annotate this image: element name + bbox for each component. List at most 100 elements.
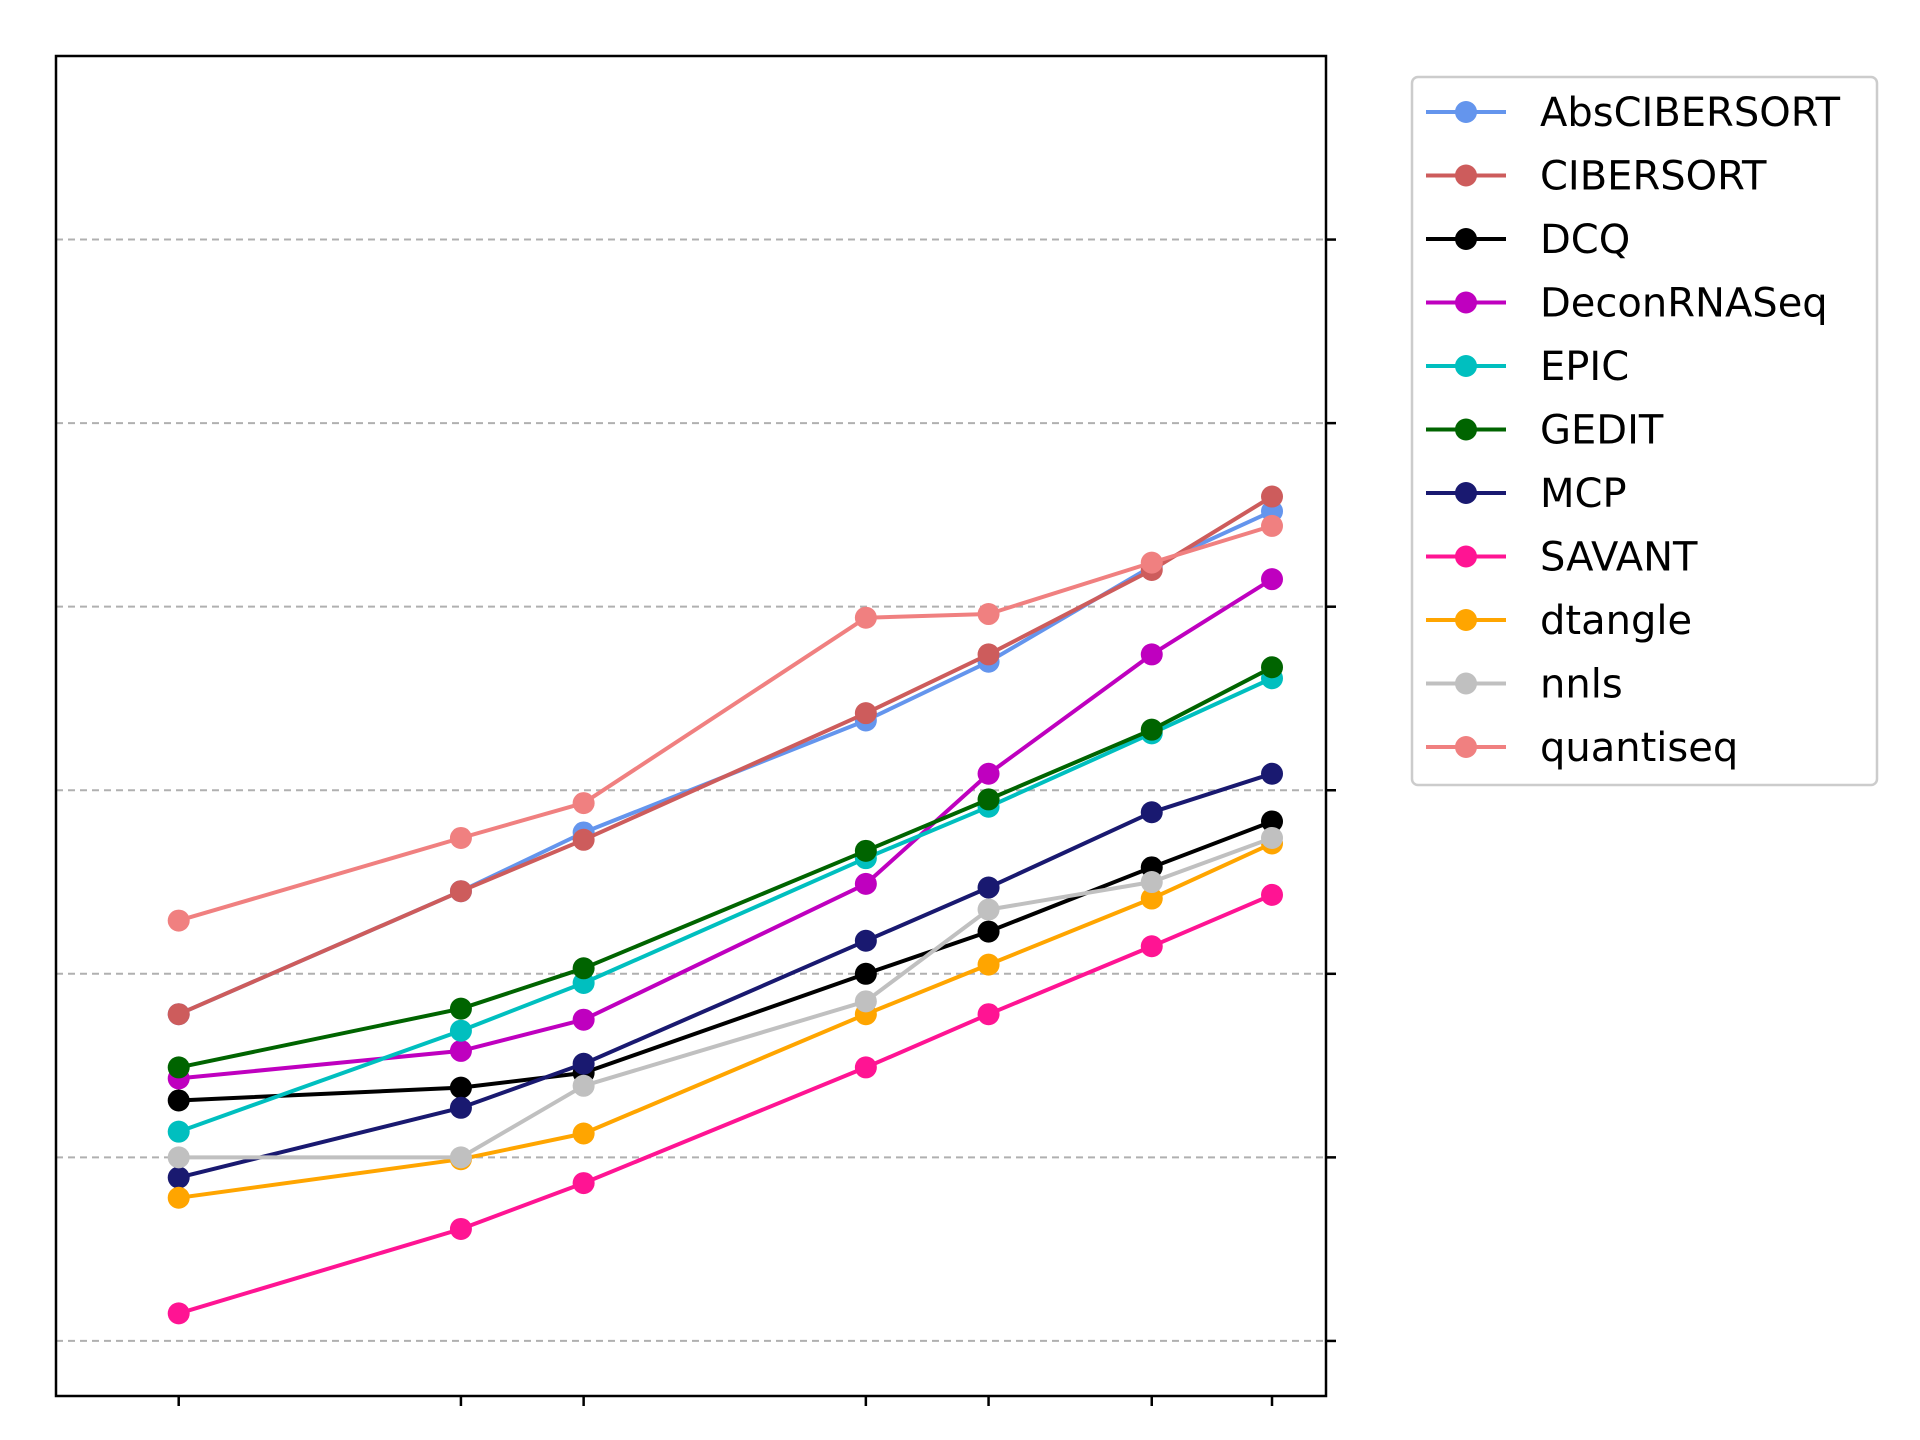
legend-label: AbsCIBERSORT bbox=[1540, 90, 1841, 136]
data-point bbox=[449, 1217, 472, 1240]
legend-label: quantiseq bbox=[1540, 725, 1738, 771]
data-point bbox=[1140, 643, 1163, 666]
data-point bbox=[449, 997, 472, 1020]
legend-swatch-marker bbox=[1455, 545, 1477, 568]
data-point bbox=[854, 990, 877, 1013]
data-point bbox=[167, 1166, 190, 1189]
legend-label: nnls bbox=[1540, 662, 1623, 708]
legend-swatch-marker bbox=[1455, 736, 1477, 758]
data-point bbox=[572, 957, 595, 980]
series-line bbox=[178, 523, 1273, 923]
data-point bbox=[1140, 551, 1163, 574]
gridlines bbox=[56, 238, 1326, 1342]
data-point bbox=[1261, 826, 1284, 849]
legend-item: GEDIT bbox=[1426, 408, 1664, 454]
data-point bbox=[1140, 871, 1163, 894]
plot-frame bbox=[54, 54, 1328, 1398]
legend: AbsCIBERSORT CIBERSORT DCQ DeconRNASeq EPIC G… bbox=[1410, 75, 1879, 787]
data-point bbox=[449, 1096, 472, 1119]
legend-label: dtangle bbox=[1540, 598, 1692, 644]
data-point bbox=[977, 762, 1000, 785]
data-point bbox=[572, 792, 595, 815]
legend-label: CIBERSORT bbox=[1540, 154, 1767, 200]
data-point bbox=[1140, 801, 1163, 824]
legend-label: DCQ bbox=[1540, 217, 1630, 263]
data-point bbox=[854, 1056, 877, 1079]
data-point bbox=[977, 643, 1000, 666]
legend-swatch-marker bbox=[1455, 672, 1477, 695]
data-point bbox=[449, 826, 472, 849]
data-point bbox=[1261, 514, 1284, 537]
legend-label: EPIC bbox=[1540, 344, 1629, 390]
data-point bbox=[572, 828, 595, 851]
legend-swatch-marker bbox=[1455, 609, 1477, 631]
data-point bbox=[854, 962, 877, 985]
data-point bbox=[977, 898, 1000, 921]
legend-item: SAVANT bbox=[1426, 535, 1698, 581]
data-point bbox=[1261, 485, 1284, 508]
legend-item: CIBERSORT bbox=[1426, 154, 1767, 200]
data-point bbox=[854, 872, 877, 895]
legend-swatch-marker bbox=[1455, 164, 1477, 187]
series-lines bbox=[167, 485, 1284, 1325]
series-line bbox=[178, 893, 1273, 1316]
data-point bbox=[1140, 718, 1163, 741]
series-cibersort bbox=[167, 485, 1284, 1026]
data-point bbox=[854, 839, 877, 862]
legend-item: DeconRNASeq bbox=[1426, 281, 1828, 327]
data-point bbox=[167, 1003, 190, 1026]
data-point bbox=[572, 1172, 595, 1195]
series-line bbox=[178, 771, 1273, 1180]
data-point bbox=[854, 702, 877, 725]
series-line bbox=[177, 509, 1273, 1017]
series-line bbox=[177, 494, 1274, 1017]
legend-item: MCP bbox=[1426, 471, 1627, 517]
legend-label: MCP bbox=[1540, 471, 1627, 517]
data-point bbox=[167, 1146, 190, 1169]
data-point bbox=[977, 920, 1000, 943]
data-point bbox=[167, 1089, 190, 1112]
series-mcp bbox=[167, 762, 1284, 1189]
data-point bbox=[1140, 935, 1163, 958]
legend-item: quantiseq bbox=[1426, 725, 1738, 771]
data-point bbox=[854, 606, 877, 629]
axis-ticks bbox=[177, 238, 1336, 1406]
legend-item: dtangle bbox=[1426, 598, 1692, 644]
data-point bbox=[449, 1076, 472, 1099]
legend-swatch-marker bbox=[1455, 291, 1477, 314]
legend-label: SAVANT bbox=[1540, 535, 1698, 581]
data-point bbox=[977, 1003, 1000, 1026]
data-point bbox=[1261, 656, 1284, 679]
data-point bbox=[1261, 568, 1284, 591]
legend-label: GEDIT bbox=[1540, 408, 1664, 454]
data-point bbox=[449, 1039, 472, 1062]
data-point bbox=[572, 1052, 595, 1075]
data-point bbox=[572, 1074, 595, 1097]
legend-item: DCQ bbox=[1426, 217, 1630, 263]
data-point bbox=[977, 788, 1000, 811]
series-gedit bbox=[167, 656, 1284, 1079]
series-epic bbox=[167, 667, 1284, 1143]
data-point bbox=[167, 1302, 190, 1325]
data-point bbox=[977, 876, 1000, 899]
data-point bbox=[449, 1146, 472, 1169]
legend-swatch-marker bbox=[1455, 101, 1477, 123]
legend-item: AbsCIBERSORT bbox=[1426, 90, 1841, 136]
legend-item: EPIC bbox=[1426, 344, 1629, 390]
series-line bbox=[178, 841, 1273, 1200]
data-point bbox=[167, 1120, 190, 1143]
data-point bbox=[572, 1008, 595, 1031]
data-point bbox=[167, 1186, 190, 1209]
data-point bbox=[854, 929, 877, 952]
data-point bbox=[977, 603, 1000, 626]
series-deconrnaseq bbox=[167, 568, 1284, 1090]
data-point bbox=[572, 1122, 595, 1145]
data-point bbox=[1261, 810, 1284, 833]
data-point bbox=[167, 909, 190, 932]
data-point bbox=[1261, 883, 1284, 906]
data-point bbox=[449, 880, 472, 903]
series-line bbox=[178, 665, 1273, 1070]
data-point bbox=[977, 953, 1000, 976]
data-point bbox=[449, 1019, 472, 1042]
